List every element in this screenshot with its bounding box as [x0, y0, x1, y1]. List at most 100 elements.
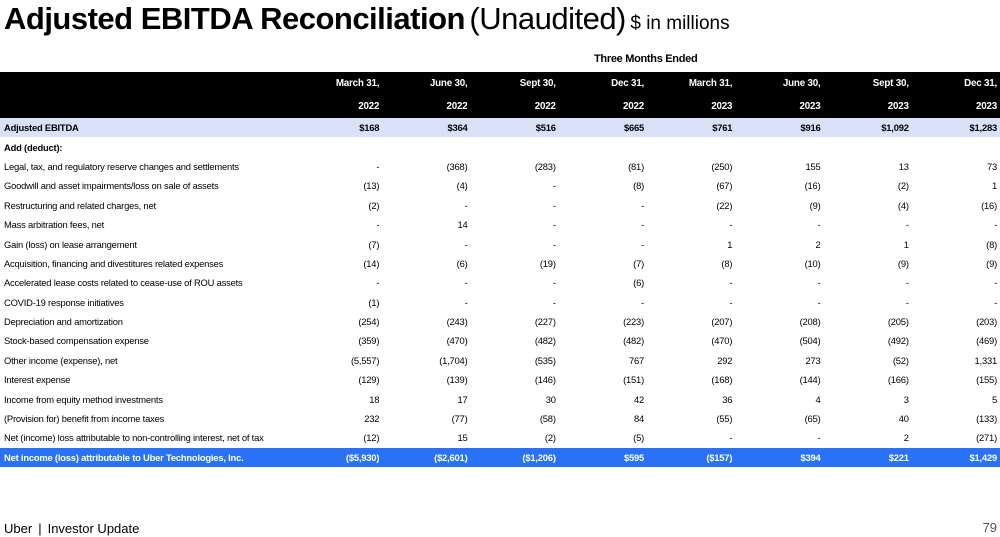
row-value: -: [817, 432, 821, 444]
table-row: Goodwill and asset impairments/loss on s…: [0, 176, 1000, 195]
row-value: (4): [456, 180, 468, 192]
row-value: -: [552, 238, 556, 250]
row-value: (254): [358, 316, 380, 328]
row-value: $1,429: [911, 447, 1000, 468]
row-value: (9): [986, 257, 997, 269]
row-value: -: [817, 277, 821, 289]
row-value: 3: [903, 393, 909, 405]
row-value: (168): [711, 374, 733, 386]
row-label: Accelerated lease costs related to cease…: [4, 277, 243, 289]
row-value: (469): [976, 335, 997, 347]
row-value: (9): [897, 257, 909, 269]
row-value: 2: [903, 432, 909, 444]
section-header-row: Add (deduct):: [0, 137, 1000, 156]
row-value: (492): [887, 335, 909, 347]
footer: Uber | Investor Update: [4, 521, 139, 536]
table-row: Net (income) loss attributable to non-co…: [0, 428, 1000, 447]
row-label: Legal, tax, and regulatory reserve chang…: [4, 160, 239, 172]
row-label: Net income (loss) attributable to Uber T…: [0, 447, 294, 468]
row-value: 155: [805, 160, 821, 172]
row-value: -: [552, 277, 556, 289]
footer-section: Investor Update: [47, 521, 140, 536]
row-value: 13: [898, 160, 909, 172]
row-value: (52): [892, 354, 909, 366]
row-value: -: [376, 219, 380, 231]
row-label: Adjusted EBITDA: [0, 118, 294, 138]
row-value: -: [905, 277, 909, 289]
row-value: (470): [711, 335, 733, 347]
row-value: -: [729, 296, 733, 308]
column-header-year: 2023: [823, 95, 912, 118]
row-value: 18: [369, 393, 380, 405]
row-value: (482): [534, 335, 556, 347]
period-header: Three Months Ended: [0, 53, 1000, 71]
row-label: Add (deduct):: [4, 141, 63, 153]
row-value: -: [641, 296, 644, 308]
row-value: 36: [722, 393, 733, 405]
row-value: -: [552, 199, 556, 211]
row-value: 73: [986, 160, 997, 172]
row-value: $916: [735, 118, 824, 138]
net-income-row: Net income (loss) attributable to Uber T…: [0, 447, 1000, 468]
title-qualifier: (Unaudited): [469, 1, 626, 36]
row-value: 15: [457, 432, 468, 444]
row-value: -: [464, 296, 468, 308]
row-label: Acquisition, financing and divestitures …: [4, 257, 224, 269]
row-value: 17: [457, 393, 468, 405]
row-value: -: [464, 238, 468, 250]
row-value: [294, 137, 382, 156]
reconciliation-table: March 31, June 30, Sept 30, Dec 31, Marc…: [0, 72, 1000, 468]
row-value: -: [464, 199, 468, 211]
row-value: $595: [558, 447, 647, 468]
row-value: (55): [716, 413, 733, 425]
table-row: (Provision for) benefit from income taxe…: [0, 409, 1000, 428]
column-header-date: June 30,: [735, 72, 824, 95]
row-label: Depreciation and amortization: [4, 316, 123, 328]
column-header-year: 2023: [735, 95, 824, 118]
row-value: (2): [897, 180, 909, 192]
row-value: 1,331: [974, 354, 998, 366]
row-label: Gain (loss) on lease arrangement: [4, 238, 137, 250]
row-value: (146): [534, 374, 556, 386]
row-value: [824, 137, 912, 156]
column-header-date: Sept 30,: [470, 72, 559, 95]
column-header-date: Dec 31,: [558, 72, 647, 95]
table-row: Restructuring and related charges, net (2…: [0, 196, 1000, 215]
row-value: ($1,206): [470, 447, 559, 468]
row-value: (139): [446, 374, 468, 386]
row-value: (13): [363, 180, 380, 192]
row-value: 84: [633, 413, 644, 425]
row-value: $394: [735, 447, 824, 468]
row-value: (155): [976, 374, 997, 386]
row-value: (144): [799, 374, 821, 386]
row-value: (243): [446, 316, 468, 328]
column-header-date: Sept 30,: [823, 72, 912, 95]
row-value: (166): [887, 374, 909, 386]
row-value: (283): [534, 160, 556, 172]
page-number: 79: [982, 520, 997, 535]
row-value: [471, 137, 559, 156]
column-header-date: June 30,: [382, 72, 471, 95]
row-value: 42: [633, 393, 644, 405]
row-value: [735, 137, 823, 156]
row-value: (5): [633, 432, 644, 444]
row-label: Mass arbitration fees, net: [4, 219, 105, 231]
row-value: (482): [623, 335, 644, 347]
adjusted-ebitda-row: Adjusted EBITDA $168 $364 $516 $665 $761 $916 $…: [0, 118, 1000, 138]
row-value: $665: [558, 118, 647, 138]
table-body: Adjusted EBITDA $168 $364 $516 $665 $761 $916 $…: [0, 118, 1000, 468]
table-row: Legal, tax, and regulatory reserve chang…: [0, 157, 1000, 176]
row-value: (81): [628, 160, 644, 172]
row-label: Goodwill and asset impairments/loss on s…: [4, 180, 219, 192]
row-value: (2): [368, 199, 380, 211]
row-value: -: [376, 160, 380, 172]
table-row: Acquisition, financing and divestitures …: [0, 254, 1000, 273]
header-row-dates: March 31, June 30, Sept 30, Dec 31, Marc…: [0, 72, 1000, 95]
row-value: (14): [363, 257, 380, 269]
row-value: 40: [898, 413, 909, 425]
row-value: (368): [446, 160, 468, 172]
row-value: -: [817, 296, 821, 308]
row-value: (133): [976, 413, 997, 425]
row-value: (227): [534, 316, 556, 328]
column-header-date: March 31,: [294, 72, 383, 95]
